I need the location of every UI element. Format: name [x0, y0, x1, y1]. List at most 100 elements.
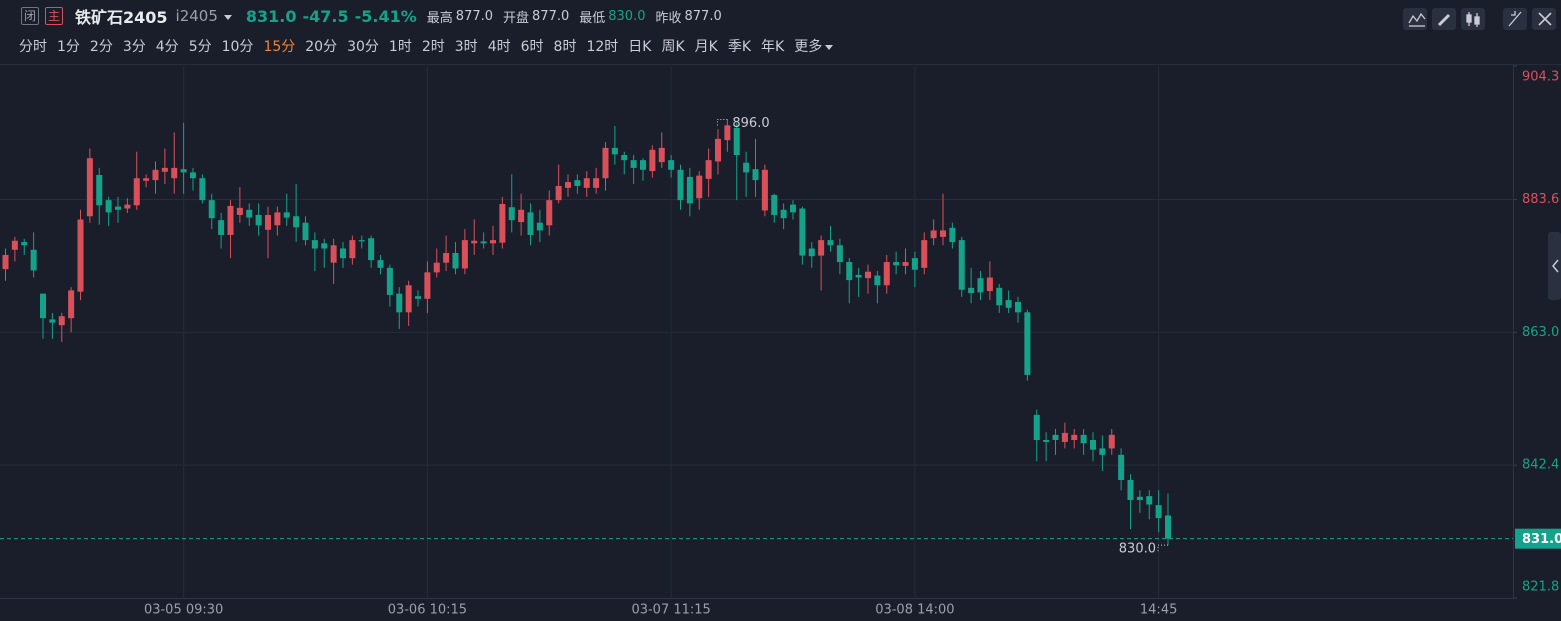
- candle-body: [1146, 496, 1153, 505]
- period-button[interactable]: 3时: [454, 39, 478, 55]
- candle-body: [958, 240, 965, 290]
- candle-body: [377, 260, 384, 268]
- tool-group: [1403, 8, 1485, 30]
- candle-body: [11, 240, 18, 250]
- candle-body: [790, 204, 796, 213]
- candle-body: [424, 272, 431, 299]
- period-button[interactable]: 1时: [388, 39, 412, 55]
- candle-body: [452, 253, 459, 269]
- candle-body: [152, 169, 159, 181]
- period-button[interactable]: 2分: [89, 39, 113, 55]
- candle-body: [555, 185, 562, 201]
- period-button[interactable]: 8时: [553, 39, 577, 55]
- candle-body: [752, 169, 759, 181]
- period-button[interactable]: 15分: [263, 39, 296, 55]
- period-button[interactable]: 年K: [761, 39, 785, 55]
- period-bar: 分时 1分 2分 3分 4分 5分 10分 15分 20分 30分 1时 2时 3时 4时 6时 8时 12时日…: [19, 35, 833, 57]
- side-panel-toggle[interactable]: [1548, 232, 1561, 300]
- period-button[interactable]: 3分: [122, 39, 146, 55]
- chart-type-button[interactable]: [1461, 8, 1485, 30]
- candle-body: [536, 222, 543, 231]
- close-button[interactable]: [1532, 8, 1556, 30]
- candle-body: [686, 176, 693, 204]
- candle-body: [668, 160, 675, 170]
- y-tick-label: 863.0: [1522, 325, 1559, 340]
- candle-body: [40, 293, 46, 319]
- closed-tag[interactable]: 闭: [21, 7, 39, 25]
- draw-button[interactable]: [1432, 8, 1456, 30]
- fullscreen-button[interactable]: [1503, 8, 1527, 30]
- stat-label: 开盘: [503, 10, 530, 26]
- candle-body: [330, 245, 337, 263]
- period-button[interactable]: 周K: [661, 39, 685, 55]
- high-label: 896.0: [732, 116, 769, 131]
- candle-body: [996, 287, 1003, 306]
- period-button[interactable]: 5分: [188, 39, 212, 55]
- candle-body: [546, 200, 553, 226]
- candle-body: [283, 212, 290, 218]
- period-button[interactable]: 20分: [305, 39, 338, 55]
- period-button[interactable]: 分时: [19, 39, 47, 55]
- candle-body: [1136, 496, 1143, 500]
- candle-body: [208, 200, 215, 219]
- period-button[interactable]: 12时: [586, 39, 619, 55]
- candle-body: [921, 240, 928, 268]
- period-button[interactable]: 30分: [347, 39, 379, 55]
- candle-body: [1015, 302, 1021, 313]
- candle-body: [143, 178, 150, 181]
- instrument-code[interactable]: i2405: [175, 7, 218, 25]
- candle-body: [883, 262, 890, 286]
- period-button[interactable]: 10分: [221, 39, 254, 55]
- candle-body: [190, 172, 196, 179]
- main-tag[interactable]: 主: [45, 7, 63, 25]
- candle-body: [77, 219, 84, 292]
- period-button[interactable]: 4分: [155, 39, 179, 55]
- candle-body: [133, 178, 140, 206]
- candle-body: [640, 160, 646, 170]
- candle-body: [1024, 312, 1031, 375]
- period-button[interactable]: 6时: [520, 39, 544, 55]
- period-button[interactable]: 1分: [57, 39, 80, 55]
- candle-body: [311, 240, 318, 249]
- candle-body: [977, 278, 984, 293]
- stat-label: 最低: [579, 10, 606, 26]
- candle-body: [358, 240, 365, 242]
- candle-body: [1127, 479, 1134, 500]
- candle-body: [1118, 454, 1125, 480]
- candle-body: [340, 248, 346, 259]
- candle-body: [499, 203, 506, 243]
- candle-body: [874, 275, 881, 286]
- period-button[interactable]: 季K: [727, 39, 752, 55]
- y-tick-label: 904.3: [1522, 70, 1559, 85]
- indicator-button[interactable]: [1403, 8, 1427, 30]
- candle-body: [574, 180, 581, 186]
- toggle-bg[interactable]: [1548, 232, 1561, 300]
- candle-body: [443, 253, 450, 263]
- candle-body: [199, 178, 206, 201]
- period-button[interactable]: 2时: [421, 39, 445, 55]
- candle-body: [293, 216, 300, 228]
- period-button[interactable]: 日K: [628, 39, 652, 55]
- toggle-chevron: [1552, 259, 1559, 273]
- last-price: 831.0: [245, 6, 297, 26]
- candle-body: [368, 238, 375, 261]
- candle-body: [611, 147, 618, 155]
- candle-body: [105, 200, 112, 213]
- candle-body: [593, 178, 600, 188]
- period-button[interactable]: 更多: [794, 36, 833, 56]
- candle-body: [49, 319, 56, 323]
- candle-body: [115, 206, 121, 210]
- candle-body: [780, 209, 787, 219]
- period-button[interactable]: 4时: [487, 39, 511, 55]
- period-button[interactable]: 月K: [694, 39, 718, 55]
- candle-body: [1033, 414, 1040, 441]
- candle-body: [415, 296, 421, 299]
- candle-body: [21, 242, 28, 246]
- high-marker: [716, 119, 728, 126]
- candle-body: [902, 262, 909, 266]
- code-dropdown[interactable]: [223, 15, 232, 20]
- candle-body: [705, 160, 712, 179]
- candle-body: [602, 147, 609, 179]
- candle-body: [565, 182, 571, 188]
